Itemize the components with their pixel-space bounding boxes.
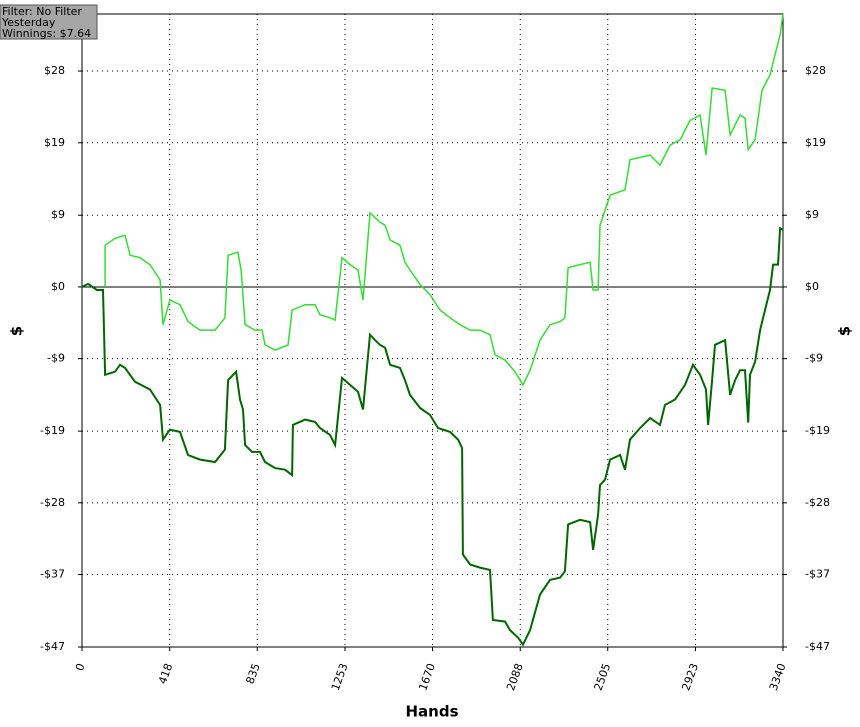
y-tick-label: -$37 xyxy=(40,568,65,581)
x-axis-label: Hands xyxy=(405,703,458,721)
y2-tick-label: -$37 xyxy=(805,568,830,581)
annotation: Winnings: $7.64 xyxy=(2,27,91,40)
line-series xyxy=(104,13,784,387)
y2-tick-label: $19 xyxy=(805,136,826,149)
y-tick-label: $0 xyxy=(51,280,65,293)
y2-tick-label: -$47 xyxy=(805,640,830,653)
x-tick-label: 0 xyxy=(73,662,88,673)
y2-tick-label: $0 xyxy=(805,280,819,293)
y-tick-label: -$28 xyxy=(40,496,65,509)
y2-tick-label: -$9 xyxy=(805,352,823,365)
annotation: Yesterday xyxy=(1,16,56,29)
y2-tick-label: $9 xyxy=(805,208,819,221)
y2-tick-label: -$19 xyxy=(805,424,830,437)
y-tick-label: -$9 xyxy=(47,352,65,365)
y-tick-label: $9 xyxy=(51,208,65,221)
y-tick-label: $28 xyxy=(44,64,65,77)
filter-box xyxy=(0,4,98,40)
y-tick-label: $19 xyxy=(44,136,65,149)
y-axis-label: $ xyxy=(8,326,26,336)
y-tick-label: -$19 xyxy=(40,424,65,437)
plot-border xyxy=(81,13,784,648)
y2-tick-label: $28 xyxy=(805,64,826,77)
line-series xyxy=(81,226,784,647)
y2-tick-label: -$28 xyxy=(805,496,830,509)
y2-axis-label: $ xyxy=(836,326,854,336)
annotation: Filter: No Filter xyxy=(2,5,82,18)
y-tick-label: -$47 xyxy=(40,640,65,653)
